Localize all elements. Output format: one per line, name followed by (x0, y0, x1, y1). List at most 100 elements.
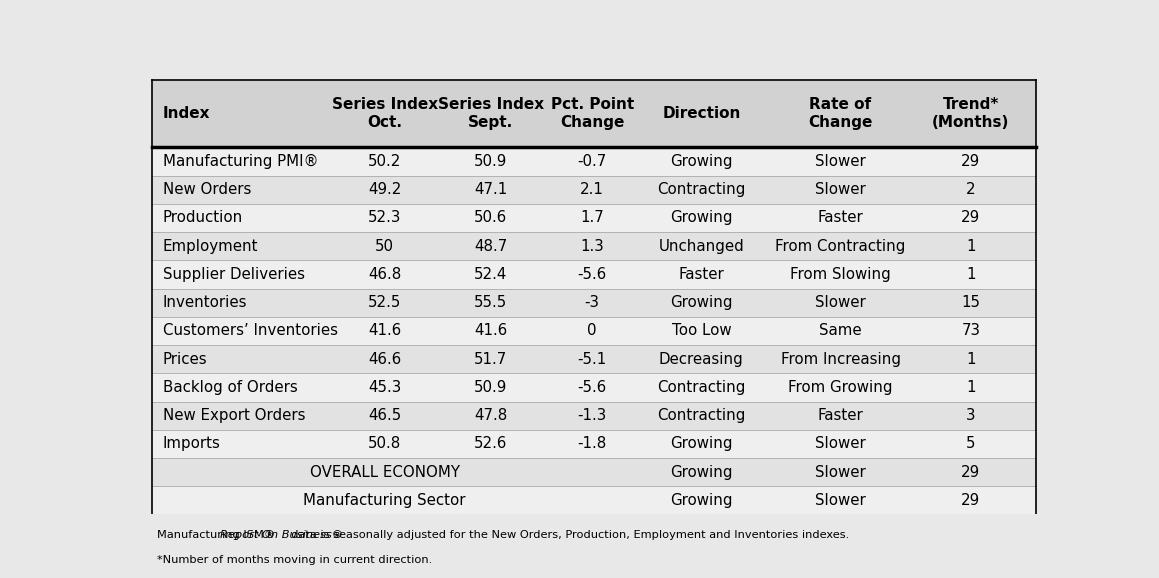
Text: 46.8: 46.8 (369, 267, 401, 282)
Text: Production: Production (162, 210, 243, 225)
Text: 29: 29 (961, 154, 981, 169)
Text: 1: 1 (967, 351, 976, 366)
Text: Growing: Growing (670, 210, 732, 225)
Text: Manufacturing Sector: Manufacturing Sector (304, 493, 466, 508)
Text: 50: 50 (376, 239, 394, 254)
Text: Imports: Imports (162, 436, 220, 451)
Text: 50.8: 50.8 (369, 436, 401, 451)
Text: Trend*
(Months): Trend* (Months) (932, 97, 1009, 131)
Text: 49.2: 49.2 (369, 182, 401, 197)
Text: 55.5: 55.5 (474, 295, 508, 310)
Text: 29: 29 (961, 493, 981, 508)
Text: 46.6: 46.6 (369, 351, 401, 366)
Text: -5.1: -5.1 (577, 351, 607, 366)
Text: Decreasing: Decreasing (659, 351, 744, 366)
Text: 50.2: 50.2 (369, 154, 401, 169)
Text: Slower: Slower (815, 465, 866, 480)
Text: -0.7: -0.7 (577, 154, 607, 169)
Text: Customers’ Inventories: Customers’ Inventories (162, 324, 337, 339)
Text: Growing: Growing (670, 436, 732, 451)
Text: Direction: Direction (662, 106, 741, 121)
Text: 1: 1 (967, 380, 976, 395)
Text: Contracting: Contracting (657, 182, 745, 197)
Text: OVERALL ECONOMY: OVERALL ECONOMY (309, 465, 460, 480)
Text: Growing: Growing (670, 295, 732, 310)
Bar (152, 147, 1036, 176)
Text: 3: 3 (967, 408, 976, 423)
Text: 48.7: 48.7 (474, 239, 508, 254)
Bar (152, 204, 1036, 232)
Text: 73: 73 (961, 324, 981, 339)
Text: 29: 29 (961, 465, 981, 480)
Text: 0: 0 (588, 324, 597, 339)
Text: Series Index
Sept.: Series Index Sept. (438, 97, 544, 131)
Text: Too Low: Too Low (671, 324, 731, 339)
Text: 29: 29 (961, 210, 981, 225)
Bar (152, 486, 1036, 514)
Bar (152, 176, 1036, 204)
Text: 47.8: 47.8 (474, 408, 508, 423)
Text: 41.6: 41.6 (474, 324, 508, 339)
Text: Index: Index (162, 106, 210, 121)
Text: Manufacturing ISM®: Manufacturing ISM® (156, 530, 278, 540)
Text: From Slowing: From Slowing (790, 267, 891, 282)
Text: Growing: Growing (670, 493, 732, 508)
Text: Same: Same (819, 324, 862, 339)
Text: 50.6: 50.6 (474, 210, 508, 225)
Text: Slower: Slower (815, 493, 866, 508)
Text: New Export Orders: New Export Orders (162, 408, 305, 423)
Text: Growing: Growing (670, 154, 732, 169)
Text: 47.1: 47.1 (474, 182, 508, 197)
Text: -5.6: -5.6 (577, 380, 607, 395)
Bar (152, 260, 1036, 288)
Bar (152, 317, 1036, 345)
Text: 1: 1 (967, 267, 976, 282)
Text: 50.9: 50.9 (474, 154, 508, 169)
Text: Supplier Deliveries: Supplier Deliveries (162, 267, 305, 282)
Text: Pct. Point
Change: Pct. Point Change (551, 97, 634, 131)
Text: Faster: Faster (818, 408, 863, 423)
Text: Faster: Faster (818, 210, 863, 225)
Text: Slower: Slower (815, 436, 866, 451)
Text: Manufacturing PMI®: Manufacturing PMI® (162, 154, 319, 169)
Bar (152, 458, 1036, 486)
Text: Report On Business®: Report On Business® (220, 530, 343, 540)
Bar (152, 232, 1036, 260)
Text: Contracting: Contracting (657, 408, 745, 423)
Text: Slower: Slower (815, 295, 866, 310)
Bar (152, 345, 1036, 373)
Text: Contracting: Contracting (657, 380, 745, 395)
Bar (152, 373, 1036, 402)
Text: Series Index
Oct.: Series Index Oct. (331, 97, 438, 131)
Text: 45.3: 45.3 (369, 380, 401, 395)
Bar (152, 288, 1036, 317)
Text: *Number of months moving in current direction.: *Number of months moving in current dire… (156, 555, 432, 565)
Text: 1.7: 1.7 (581, 210, 604, 225)
Bar (152, 402, 1036, 430)
Text: 41.6: 41.6 (369, 324, 401, 339)
Text: Backlog of Orders: Backlog of Orders (162, 380, 298, 395)
Text: Slower: Slower (815, 182, 866, 197)
Text: Rate of
Change: Rate of Change (808, 97, 873, 131)
Text: 52.3: 52.3 (369, 210, 401, 225)
Text: data is seasonally adjusted for the New Orders, Production, Employment and Inven: data is seasonally adjusted for the New … (284, 530, 850, 540)
Text: 52.5: 52.5 (369, 295, 401, 310)
Text: 5: 5 (967, 436, 976, 451)
Text: Employment: Employment (162, 239, 258, 254)
Bar (152, 430, 1036, 458)
Text: 50.9: 50.9 (474, 380, 508, 395)
Text: Unchanged: Unchanged (658, 239, 744, 254)
Text: -1.8: -1.8 (577, 436, 607, 451)
Text: 2: 2 (965, 182, 976, 197)
Text: 46.5: 46.5 (369, 408, 401, 423)
Text: 52.6: 52.6 (474, 436, 508, 451)
Text: From Contracting: From Contracting (775, 239, 905, 254)
Text: Inventories: Inventories (162, 295, 247, 310)
Text: -3: -3 (584, 295, 599, 310)
Text: 2.1: 2.1 (581, 182, 604, 197)
Text: -5.6: -5.6 (577, 267, 607, 282)
Text: Faster: Faster (678, 267, 724, 282)
Text: 51.7: 51.7 (474, 351, 508, 366)
Text: Growing: Growing (670, 465, 732, 480)
Text: From Increasing: From Increasing (780, 351, 901, 366)
